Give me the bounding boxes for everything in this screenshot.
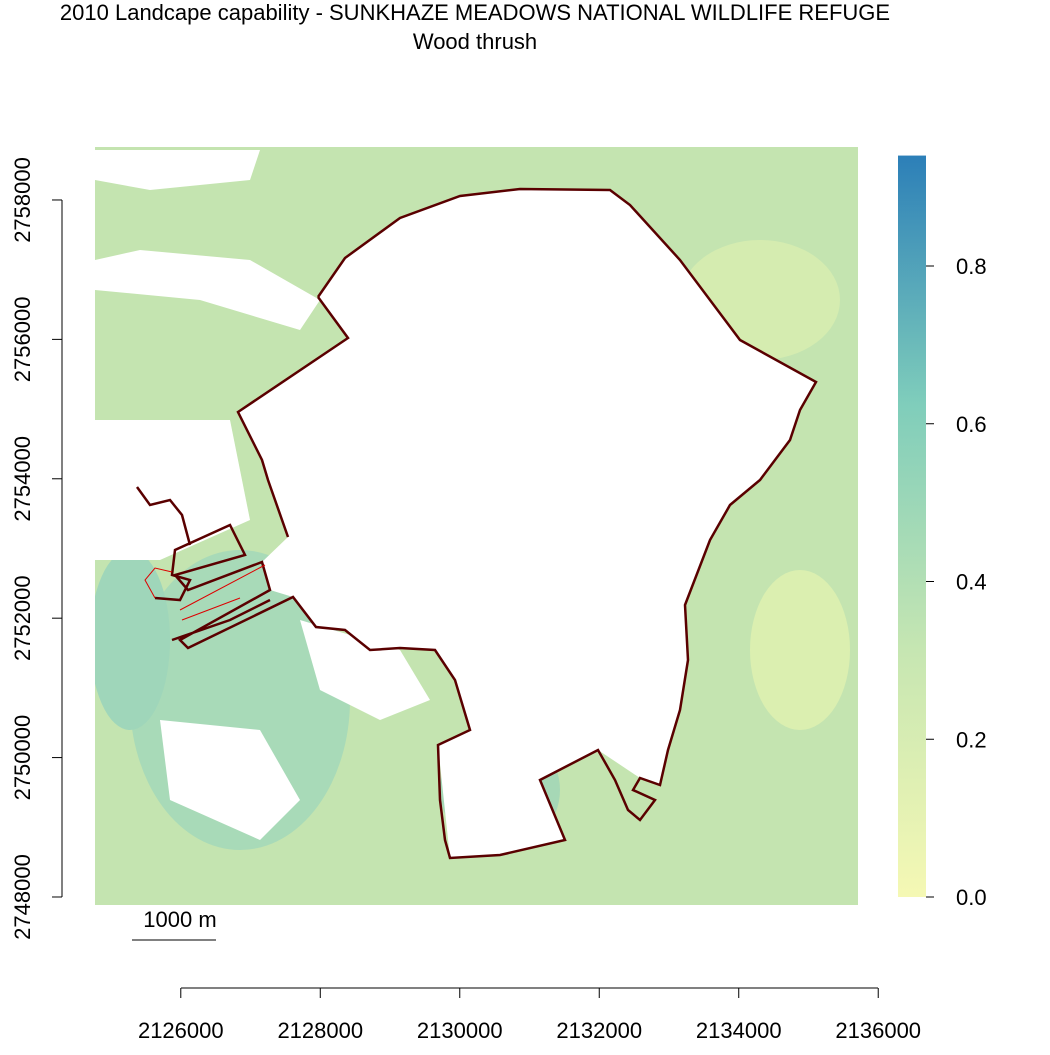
y-tick-label: 2750000 — [10, 715, 35, 801]
colorbar — [898, 155, 926, 897]
raster-nodata — [95, 150, 260, 190]
x-tick-label: 2136000 — [835, 1018, 921, 1043]
colorbar-tick-label: 0.0 — [956, 885, 987, 910]
y-tick-label: 2754000 — [10, 436, 35, 522]
raster-nodata — [160, 720, 300, 840]
refuge-boundary — [135, 187, 818, 860]
colorbar-tick-label: 0.6 — [956, 412, 987, 437]
colorbar-tick-label: 0.2 — [956, 727, 987, 752]
refuge-parcel — [144, 564, 266, 621]
x-tick-label: 2132000 — [556, 1018, 642, 1043]
y-tick-label: 2752000 — [10, 575, 35, 661]
x-tick-label: 2130000 — [417, 1018, 503, 1043]
raster-nodata — [238, 189, 816, 858]
colorbar-tick-label: 0.4 — [956, 570, 987, 595]
x-tick-label: 2128000 — [277, 1018, 363, 1043]
title: 2010 Landcape capability - SUNKHAZE MEAD… — [60, 0, 890, 25]
raster-nodata — [300, 620, 430, 720]
raster-patch — [750, 570, 850, 730]
raster-nodata — [95, 420, 250, 560]
subtitle: Wood thrush — [413, 29, 537, 54]
x-tick-label: 2134000 — [696, 1018, 782, 1043]
y-tick-label: 2756000 — [10, 297, 35, 383]
colorbar-tick-label: 0.8 — [956, 254, 987, 279]
raster-nodata — [95, 250, 320, 330]
scale-bar-label: 1000 m — [143, 907, 216, 932]
raster-patch — [95, 550, 170, 730]
y-tick-label: 2758000 — [10, 157, 35, 243]
y-tick-label: 2748000 — [10, 854, 35, 940]
raster — [95, 147, 858, 905]
x-tick-label: 2126000 — [138, 1018, 224, 1043]
